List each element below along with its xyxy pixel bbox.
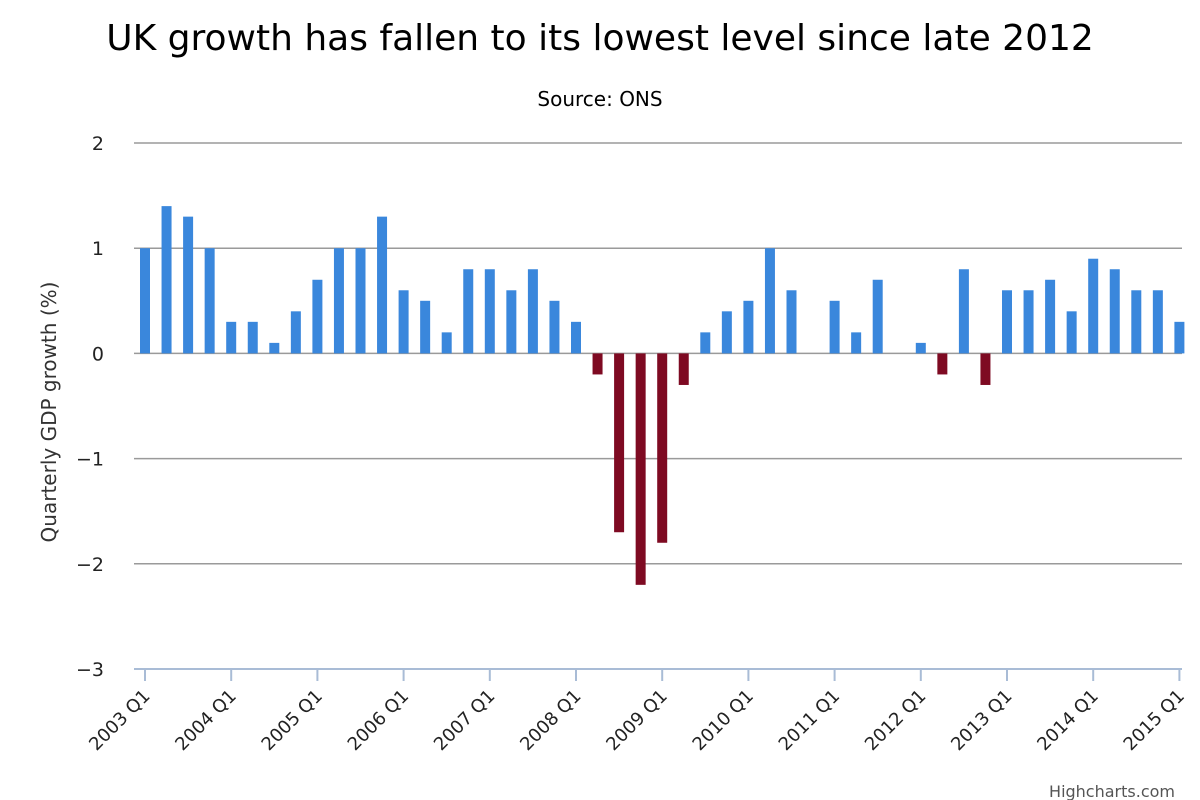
bar	[1023, 290, 1034, 354]
bar	[937, 353, 948, 375]
credits-label: Highcharts.com	[1049, 782, 1175, 800]
bar	[1002, 290, 1012, 354]
bar	[312, 279, 323, 354]
bar	[635, 353, 646, 585]
bar	[980, 353, 991, 385]
x-tick-label: 2014 Q1	[1033, 686, 1102, 755]
bar	[1066, 311, 1077, 354]
bar	[829, 300, 840, 354]
bar	[1152, 290, 1163, 354]
bar	[549, 300, 560, 354]
y-tick-label: −1	[76, 449, 104, 471]
x-tick-label: 2004 Q1	[171, 686, 240, 755]
bar	[527, 269, 538, 354]
bar	[657, 353, 668, 543]
bar	[1045, 279, 1056, 354]
bar	[161, 206, 172, 354]
bar	[764, 248, 775, 354]
x-tick-label: 2015 Q1	[1120, 686, 1189, 755]
bar	[398, 290, 409, 354]
bar	[463, 269, 474, 354]
bar	[269, 342, 280, 354]
bar	[333, 248, 344, 354]
x-tick-label: 2003 Q1	[85, 686, 154, 755]
x-axis-ticks: 2003 Q1 2004 Q1 2005 Q1 2006 Q1 2007 Q1 2008 …	[85, 669, 1189, 755]
bar	[140, 248, 150, 354]
bar	[851, 332, 862, 354]
bar	[614, 353, 625, 533]
x-tick-label: 2011 Q1	[775, 686, 844, 755]
x-tick-label: 2006 Q1	[344, 686, 413, 755]
x-tick-label: 2009 Q1	[602, 686, 671, 755]
bar	[1131, 290, 1142, 354]
bar	[743, 300, 754, 354]
x-tick-label: 2010 Q1	[689, 686, 758, 755]
bar	[204, 248, 215, 354]
y-axis-ticks: 2 1 0 −1 −2 −3	[76, 133, 104, 681]
bar	[484, 269, 495, 354]
x-tick-label: 2012 Q1	[861, 686, 930, 755]
bar	[226, 321, 237, 354]
bar	[958, 269, 969, 354]
chart-title: UK growth has fallen to its lowest level…	[106, 18, 1094, 59]
bar	[290, 311, 301, 354]
x-tick-label: 2013 Q1	[947, 686, 1016, 755]
x-tick-label: 2007 Q1	[430, 686, 499, 755]
bar	[700, 332, 711, 354]
bar	[183, 216, 194, 354]
bars	[140, 206, 1185, 585]
chart-subtitle: Source: ONS	[537, 87, 662, 111]
bar	[1109, 269, 1120, 354]
bar	[355, 248, 366, 354]
y-tick-label: 1	[92, 238, 104, 260]
bar	[721, 311, 732, 354]
bar	[571, 321, 581, 354]
bar	[1088, 258, 1099, 354]
bar	[872, 279, 883, 354]
bar	[377, 216, 388, 354]
bar	[506, 290, 517, 354]
bar	[678, 353, 689, 385]
bar	[915, 342, 926, 354]
x-tick-label: 2005 Q1	[258, 686, 327, 755]
y-tick-label: −2	[76, 554, 104, 576]
bar	[441, 332, 452, 354]
bar	[420, 300, 431, 354]
bar	[592, 353, 603, 375]
bar	[786, 290, 797, 354]
bar	[247, 321, 258, 354]
x-tick-label: 2008 Q1	[516, 686, 585, 755]
y-axis-title: Quarterly GDP growth (%)	[37, 282, 61, 543]
y-tick-label: −3	[76, 659, 104, 681]
bar	[1174, 321, 1185, 354]
y-tick-label: 2	[92, 133, 104, 155]
y-tick-label: 0	[92, 343, 104, 365]
